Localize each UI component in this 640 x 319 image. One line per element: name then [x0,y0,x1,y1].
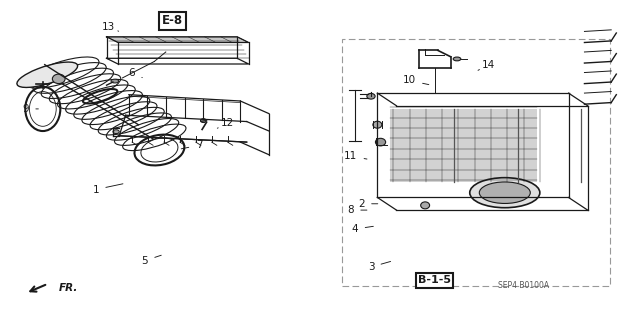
Text: 13: 13 [102,22,118,32]
Ellipse shape [52,74,65,84]
Text: 12: 12 [218,118,234,128]
Ellipse shape [376,138,386,146]
Ellipse shape [200,119,206,122]
Text: 1: 1 [92,184,123,195]
Text: 10: 10 [403,76,429,85]
Ellipse shape [373,121,382,128]
Bar [342,39,610,286]
Text: 9: 9 [22,104,38,114]
Polygon shape [106,37,248,42]
Polygon shape [390,109,537,182]
Ellipse shape [17,62,77,87]
Text: SEP4 B0100A: SEP4 B0100A [499,281,550,291]
Ellipse shape [470,178,540,208]
Text: 6: 6 [129,68,142,78]
Text: 4: 4 [352,224,373,234]
Ellipse shape [367,93,375,99]
Text: 5: 5 [141,255,161,266]
Ellipse shape [113,130,119,134]
Ellipse shape [453,57,461,61]
Text: FR.: FR. [59,283,78,293]
Ellipse shape [479,182,531,204]
Ellipse shape [111,79,118,83]
Ellipse shape [420,202,429,209]
Text: 8: 8 [348,205,367,215]
Text: 7: 7 [181,140,202,150]
Text: 3: 3 [367,262,390,272]
Text: 14: 14 [478,60,495,70]
Text: 2: 2 [358,199,378,209]
Text: E-8: E-8 [162,14,183,27]
Text: 11: 11 [344,151,367,161]
Text: B-1-5: B-1-5 [418,275,451,285]
